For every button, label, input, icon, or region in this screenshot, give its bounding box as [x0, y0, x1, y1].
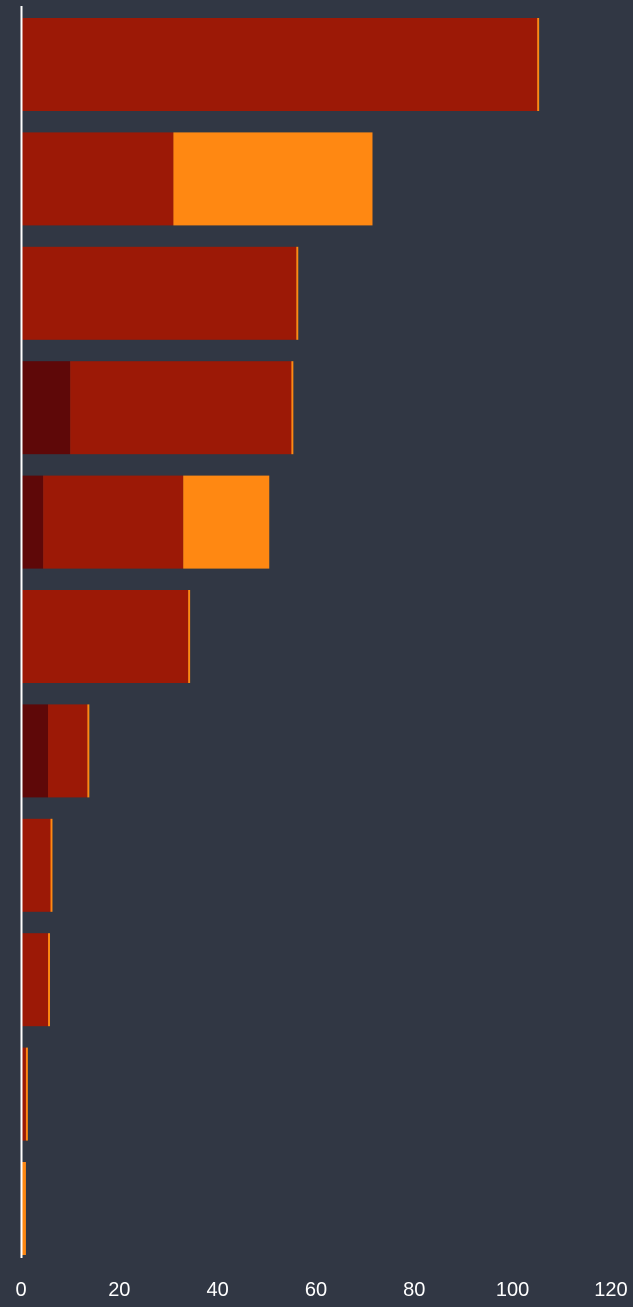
bar-row-9-segment-3	[48, 933, 51, 1027]
x-tick-label-80: 80	[403, 1279, 425, 1301]
bar-row-8-segment-3	[50, 818, 53, 912]
bar-row-3-segment-3	[296, 246, 299, 340]
bar-row-1-segment-2	[21, 18, 538, 111]
bar-row-6-segment-2	[21, 590, 189, 683]
bar-row-7-segment-1	[21, 704, 49, 798]
bar-row-7-segment-3	[87, 704, 90, 798]
x-tick-label-100: 100	[496, 1279, 529, 1301]
x-tick-label-60: 60	[305, 1279, 327, 1301]
bar-row-8-segment-2	[21, 818, 51, 912]
bar-row-4-segment-1	[21, 361, 71, 455]
bar-row-10-segment-2	[21, 1047, 26, 1141]
bar-row-10-segment-3	[25, 1047, 28, 1141]
bar-row-11-segment-3	[21, 1162, 26, 1255]
bar-row-2-segment-3	[173, 132, 373, 226]
bar-row-5-segment-2	[43, 475, 184, 569]
bar-row-5-segment-3	[183, 475, 270, 569]
x-tick-label-0: 0	[15, 1279, 26, 1301]
x-tick-label-40: 40	[207, 1279, 229, 1301]
bar-row-1-segment-3	[537, 18, 540, 111]
bar-row-2-segment-2	[21, 132, 174, 226]
bar-row-6-segment-3	[188, 590, 191, 683]
x-tick-label-20: 20	[108, 1279, 130, 1301]
bar-row-4-segment-2	[70, 361, 292, 455]
bar-row-9-segment-2	[21, 933, 49, 1027]
bar-row-4-segment-3	[291, 361, 294, 455]
x-axis-tick-labels: 0 20 40 60 80 100 120	[15, 1279, 627, 1301]
x-tick-label-120: 120	[594, 1279, 627, 1301]
bars-group	[21, 18, 540, 1255]
bar-row-5-segment-1	[21, 475, 44, 569]
bar-row-7-segment-2	[48, 704, 88, 798]
bar-row-3-segment-2	[21, 246, 297, 340]
